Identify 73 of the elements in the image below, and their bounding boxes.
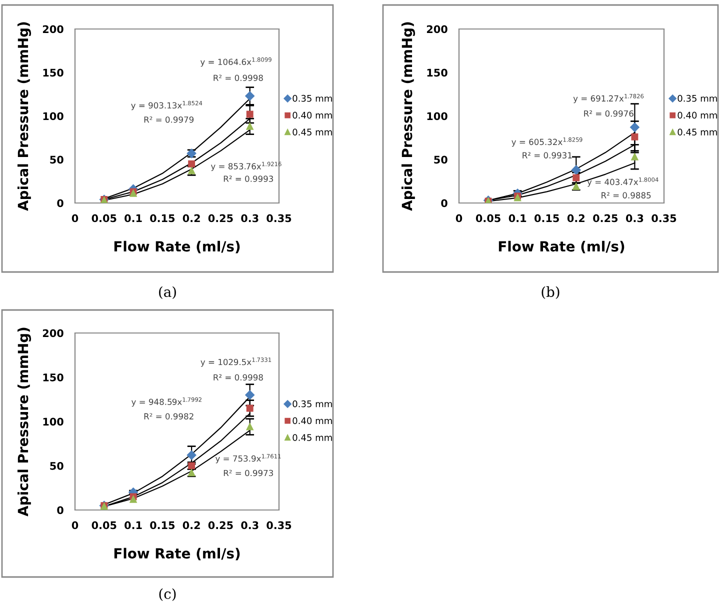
legend-label: 0.40 mm — [292, 417, 332, 424]
x-tick-label: 0.25 — [208, 214, 233, 222]
legend-label: 0.40 mm — [678, 112, 717, 119]
y-tick-label: 200 — [42, 25, 64, 34]
y-tick-label: 100 — [43, 418, 64, 426]
x-tick-label: 0 — [456, 214, 462, 222]
x-tick-label: 0.1 — [508, 214, 526, 222]
x-tick-label: 0.2 — [182, 521, 200, 530]
x-tick-label: 0 — [72, 521, 78, 530]
y-tick-label: 100 — [43, 112, 64, 120]
legend-label: 0.45 mm — [292, 128, 332, 136]
y-tick-label: 0 — [57, 199, 64, 208]
text: (b) — [542, 286, 560, 299]
x-tick-label: 0.05 — [92, 521, 116, 530]
x-tick-label: 0 — [72, 214, 78, 222]
y-axis-title: Apical Pressure (mmHg) — [17, 328, 32, 516]
x-tick-label: 0.15 — [150, 214, 175, 222]
y-tick-label: 150 — [427, 68, 448, 77]
annotation: R² = 0.9998 — [214, 74, 263, 82]
y-tick-label: 0 — [57, 506, 64, 514]
y-tick-label: 150 — [43, 373, 64, 382]
x-tick-label: 0.2 — [182, 214, 200, 222]
annotation: R² = 0.9976 — [584, 110, 634, 117]
x-tick-label: 0.3 — [241, 214, 258, 222]
legend-label: 0.35 mm — [678, 94, 717, 102]
annotation: R² = 0.9993 — [224, 176, 274, 182]
x-tick-label: 0.05 — [92, 214, 116, 222]
annotation: y = 691.27x$^{1.7826}$ — [573, 94, 644, 104]
y-tick-label: 0 — [441, 199, 448, 208]
legend-label: 0.45 mm — [292, 434, 332, 441]
annotation: y = 1064.6x$^{1.8099}$ — [200, 57, 272, 67]
y-tick-label: 150 — [43, 68, 64, 77]
x-axis-title: Flow Rate (ml/s) — [114, 240, 240, 254]
x-axis-title: Flow Rate (ml/s) — [498, 240, 624, 254]
annotation: y = 948.59x$^{1.7992}$ — [132, 397, 202, 407]
annotation: R² = 0.9998 — [214, 374, 263, 381]
annotation: y = 605.32x$^{1.8259}$ — [512, 137, 582, 147]
annotation: R² = 0.9982 — [144, 413, 194, 420]
annotation: R² = 0.9979 — [144, 116, 194, 123]
legend-label: 0.40 mm — [292, 112, 332, 119]
annotation: y = 903.13x$^{1.8524}$ — [131, 100, 202, 110]
y-tick-label: 50 — [434, 156, 448, 164]
y-tick-label: 200 — [42, 329, 64, 338]
y-axis-title: Apical Pressure (mmHg) — [401, 22, 416, 211]
annotation: R² = 0.9885 — [602, 192, 651, 198]
y-tick-label: 50 — [50, 156, 64, 164]
x-tick-label: 0.35 — [266, 214, 292, 222]
x-tick-label: 0.3 — [626, 214, 644, 222]
x-tick-label: 0.05 — [476, 214, 500, 222]
legend-label: 0.35 mm — [292, 94, 332, 102]
x-tick-label: 0.1 — [124, 214, 142, 222]
y-axis-title: Apical Pressure (mmHg) — [17, 22, 32, 211]
annotation: R² = 0.9973 — [224, 470, 274, 476]
x-axis-title: Flow Rate (ml/s) — [114, 548, 240, 560]
annotation: y = 1029.5x$^{1.7331}$ — [200, 358, 272, 367]
text: (a) — [159, 286, 176, 299]
x-tick-label: 0.35 — [652, 214, 676, 222]
y-tick-label: 50 — [50, 462, 64, 470]
text: (c) — [159, 588, 176, 601]
x-tick-label: 0.25 — [208, 521, 233, 530]
x-tick-label: 0.1 — [124, 521, 142, 530]
legend-label: 0.35 mm — [292, 400, 332, 408]
x-tick-label: 0.25 — [593, 214, 618, 222]
x-tick-label: 0.15 — [534, 214, 559, 222]
annotation: R² = 0.9931 — [522, 152, 572, 158]
y-tick-label: 200 — [426, 25, 448, 34]
x-tick-label: 0.3 — [241, 521, 258, 530]
x-tick-label: 0.35 — [266, 521, 292, 530]
legend-label: 0.45 mm — [678, 128, 717, 136]
x-tick-label: 0.15 — [150, 521, 175, 530]
y-tick-label: 100 — [427, 112, 448, 120]
x-tick-label: 0.2 — [567, 214, 584, 222]
annotation: y = 403.47x$^{1.8004}$ — [587, 177, 658, 187]
